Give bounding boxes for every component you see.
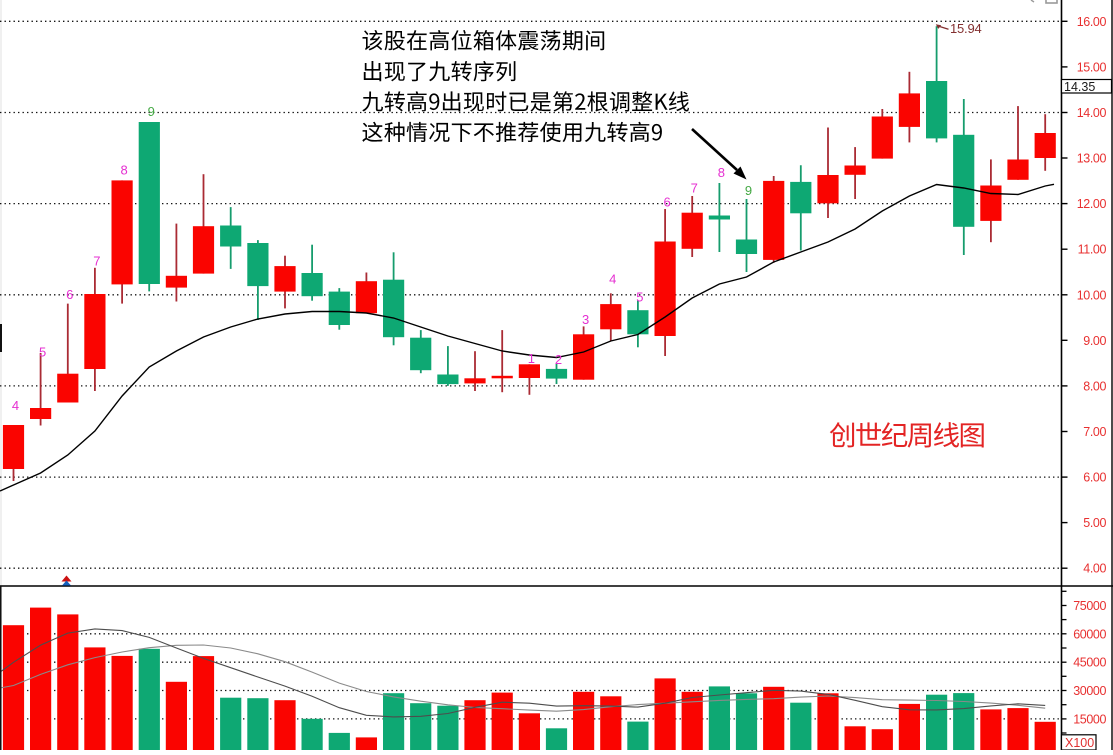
svg-text:2: 2 [555, 352, 562, 367]
svg-text:6.00: 6.00 [1083, 471, 1106, 485]
svg-text:7: 7 [691, 181, 698, 196]
svg-text:3: 3 [582, 312, 589, 327]
svg-text:8: 8 [718, 165, 725, 180]
svg-text:14.00: 14.00 [1077, 106, 1107, 120]
svg-text:6: 6 [66, 287, 73, 302]
svg-text:5.00: 5.00 [1083, 516, 1106, 530]
svg-text:14.35: 14.35 [1064, 80, 1095, 94]
svg-text:7: 7 [93, 254, 100, 269]
svg-text:16.00: 16.00 [1077, 15, 1107, 29]
svg-text:15.00: 15.00 [1077, 60, 1107, 74]
svg-text:6: 6 [663, 195, 670, 210]
svg-text:4: 4 [12, 398, 19, 413]
svg-text:9: 9 [745, 183, 752, 198]
svg-text:8: 8 [120, 163, 127, 178]
svg-text:9.00: 9.00 [1083, 334, 1106, 348]
svg-text:7.00: 7.00 [1083, 425, 1106, 439]
svg-text:13.00: 13.00 [1077, 152, 1107, 166]
svg-text:4.00: 4.00 [1083, 562, 1106, 576]
svg-text:9: 9 [148, 104, 155, 119]
svg-text:45000: 45000 [1073, 656, 1106, 670]
svg-text:4: 4 [609, 272, 616, 287]
svg-text:11.00: 11.00 [1078, 243, 1107, 257]
svg-text:30000: 30000 [1073, 684, 1106, 698]
svg-text:12.00: 12.00 [1077, 197, 1107, 211]
svg-text:15.94: 15.94 [950, 21, 982, 36]
svg-text:75000: 75000 [1073, 599, 1106, 613]
svg-text:60000: 60000 [1073, 627, 1106, 641]
svg-text:15000: 15000 [1073, 712, 1106, 726]
svg-text:10.00: 10.00 [1077, 288, 1107, 302]
svg-text:1: 1 [528, 351, 535, 366]
svg-text:5: 5 [636, 290, 643, 305]
svg-text:5: 5 [39, 345, 46, 360]
svg-text:X100: X100 [1065, 736, 1094, 750]
svg-text:8.00: 8.00 [1083, 379, 1106, 393]
